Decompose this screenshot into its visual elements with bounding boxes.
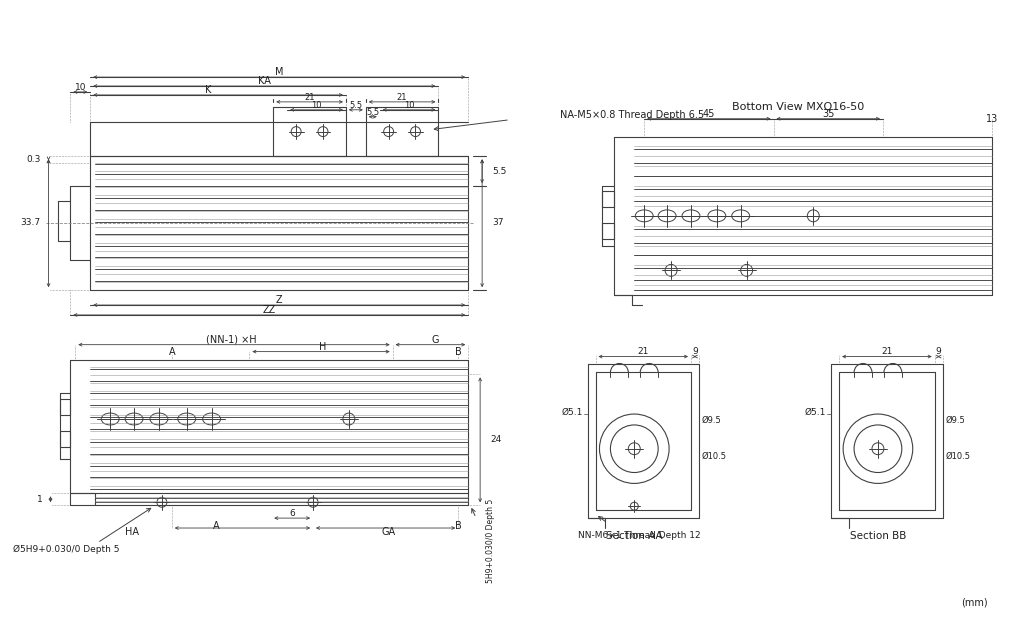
- Text: 0.3: 0.3: [26, 155, 40, 164]
- Text: 37: 37: [492, 218, 503, 227]
- Bar: [61, 399, 71, 415]
- Text: K: K: [205, 85, 211, 95]
- Text: 5H9+0.030/0 Depth 5: 5H9+0.030/0 Depth 5: [486, 499, 495, 583]
- Text: Ø5.1: Ø5.1: [805, 407, 826, 417]
- Text: (NN-1) ×H: (NN-1) ×H: [206, 335, 257, 345]
- Text: Section BB: Section BB: [850, 531, 906, 541]
- Text: (mm): (mm): [960, 598, 988, 607]
- Text: Ø10.5: Ø10.5: [945, 452, 971, 461]
- Text: 9: 9: [693, 347, 698, 356]
- Text: Z: Z: [276, 295, 282, 305]
- Text: NN-M6×1 Thread Depth 12: NN-M6×1 Thread Depth 12: [577, 531, 701, 541]
- Bar: [603, 222, 615, 239]
- Text: 9: 9: [936, 347, 941, 356]
- Text: 21: 21: [882, 347, 893, 356]
- Text: NA-M5×0.8 Thread Depth 6.5: NA-M5×0.8 Thread Depth 6.5: [560, 110, 704, 120]
- Text: KA: KA: [258, 76, 271, 86]
- Text: 6: 6: [289, 509, 295, 518]
- Text: Bottom View MXQ16-50: Bottom View MXQ16-50: [732, 102, 864, 112]
- Text: Ø5H9+0.030/0 Depth 5: Ø5H9+0.030/0 Depth 5: [13, 545, 119, 554]
- Bar: [603, 191, 615, 207]
- Text: A: A: [213, 521, 220, 531]
- Text: 10: 10: [75, 83, 86, 91]
- Text: H: H: [319, 342, 327, 352]
- Text: B: B: [455, 347, 462, 357]
- Text: 10: 10: [403, 101, 415, 111]
- Text: 21: 21: [304, 93, 314, 103]
- Bar: [61, 431, 71, 447]
- Text: 21: 21: [638, 347, 649, 356]
- Text: 13: 13: [986, 114, 999, 124]
- Text: Section AA: Section AA: [606, 531, 662, 541]
- Text: G: G: [432, 335, 439, 345]
- Text: ZZ: ZZ: [263, 305, 276, 315]
- Text: 5.5: 5.5: [349, 101, 362, 111]
- Text: Ø5.1: Ø5.1: [561, 407, 582, 417]
- Text: A: A: [169, 347, 175, 357]
- Text: Ø10.5: Ø10.5: [702, 452, 727, 461]
- Text: 1: 1: [36, 495, 42, 504]
- Text: 45: 45: [703, 109, 715, 119]
- Text: 5.5: 5.5: [492, 167, 507, 176]
- Text: 35: 35: [822, 109, 834, 119]
- Text: GA: GA: [381, 527, 395, 537]
- Text: 33.7: 33.7: [20, 218, 40, 227]
- Text: Ø9.5: Ø9.5: [945, 415, 966, 425]
- Text: 5.5: 5.5: [366, 108, 379, 117]
- Text: 24: 24: [490, 435, 501, 444]
- Text: 21: 21: [397, 93, 407, 103]
- Text: HA: HA: [125, 527, 140, 537]
- Text: B: B: [455, 521, 462, 531]
- Text: Ø9.5: Ø9.5: [702, 415, 722, 425]
- Text: 10: 10: [311, 101, 321, 111]
- Text: M: M: [275, 67, 283, 77]
